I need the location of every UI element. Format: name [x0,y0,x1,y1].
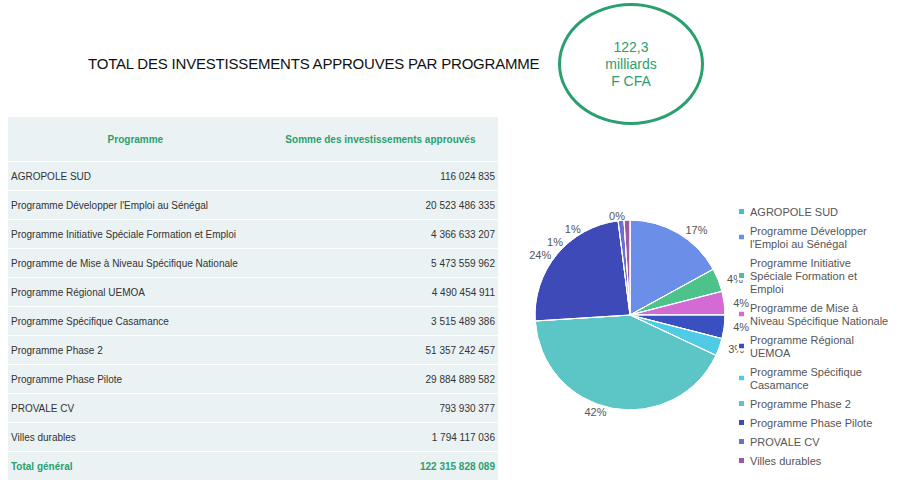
html-text:Somme des investissements appr: Somme des investissements approuvés [285,133,476,145]
html-text:Programme: Programme [107,133,164,145]
svg-text:l'Emploi au Sénégal: l'Emploi au Sénégal [750,238,847,250]
html-text:AGROPOLE SUD: AGROPOLE SUD [11,170,91,182]
html-text:1 794 117 036: 1 794 117 036 [431,431,495,443]
svg-text:AGROPOLE SUD: AGROPOLE SUD [750,206,838,218]
svg-text:17%: 17% [685,224,707,236]
svg-text:1%: 1% [565,223,581,235]
html-text:4 366 633 207: 4 366 633 207 [431,228,495,240]
svg-text:Casamance: Casamance [750,379,809,391]
svg-text:Programme Initiative: Programme Initiative [750,257,854,269]
html-text:milliards: milliards [605,55,657,72]
html-text:793 930 377: 793 930 377 [439,402,495,414]
svg-text:24%: 24% [529,249,551,261]
svg-text:Programme Développer: Programme Développer [750,225,870,237]
html-text:4 490 454 911: 4 490 454 911 [431,286,495,298]
html-text:F CFA: F CFA [611,72,651,89]
svg-text:PROVALE CV: PROVALE CV [750,436,820,448]
svg-text:4%: 4% [727,272,743,285]
svg-text:Spéciale Formation et: Spéciale Formation et [750,270,860,282]
svg-text:0%: 0% [609,210,625,222]
html-text:29 884 889 582: 29 884 889 582 [425,373,495,385]
svg-text:Villes durables: Villes durables [750,455,822,467]
html-text:Total général: Total général [11,460,73,472]
svg-text:Emploi: Emploi [750,283,784,295]
html-text:Programme Phase 2: Programme Phase 2 [11,344,103,356]
html-text:Villes durables: Villes durables [11,431,76,443]
svg-text:Programme Régional: Programme Régional [750,334,857,346]
svg-text:Programme Phase Pilote: Programme Phase Pilote [750,417,872,429]
svg-text:Programme de Mise à: Programme de Mise à [750,302,861,314]
html-text:5 473 559 962: 5 473 559 962 [431,257,495,269]
svg-text:Programme Phase 2: Programme Phase 2 [750,398,851,410]
html-text:Programme Initiative Spéciale: Programme Initiative Spéciale Formation … [11,228,237,240]
html-text:3 515 489 386: 3 515 489 386 [431,315,495,327]
svg-text:UEMOA: UEMOA [750,347,791,359]
html-text:TOTAL DES INVESTISSEMENTS APPR: TOTAL DES INVESTISSEMENTS APPROUVES PAR … [88,55,540,72]
html-text:Programme Phase Pilote: Programme Phase Pilote [11,373,123,385]
svg-text:3%: 3% [728,343,744,355]
html-text:Programme Régional UEMOA: Programme Régional UEMOA [11,286,145,298]
html-text:Programme Spécifique Casamance: Programme Spécifique Casamance [11,315,169,327]
svg-text:42%: 42% [584,406,606,418]
html-text:51 357 242 457: 51 357 242 457 [425,344,495,356]
html-text:Programme Développer l'Emploi: Programme Développer l'Emploi au Sénégal [11,199,208,211]
html-text:Programme de Mise à Niveau Spé: Programme de Mise à Niveau Spécifique Na… [11,257,238,269]
svg-text:Niveau Spécifique Nationale: Niveau Spécifique Nationale [750,315,888,327]
html-text:116 024 835: 116 024 835 [440,170,495,182]
html-text:PROVALE CV: PROVALE CV [11,402,75,414]
svg-text:1%: 1% [547,236,563,248]
html-text:20 523 486 335: 20 523 486 335 [425,199,495,211]
svg-text:Programme Spécifique: Programme Spécifique [750,366,865,378]
svg-text:4%: 4% [733,297,749,309]
html-text:122 315 828 089: 122 315 828 089 [419,460,495,472]
html-text:122,3: 122,3 [613,38,649,55]
svg-text:4%: 4% [733,321,749,333]
